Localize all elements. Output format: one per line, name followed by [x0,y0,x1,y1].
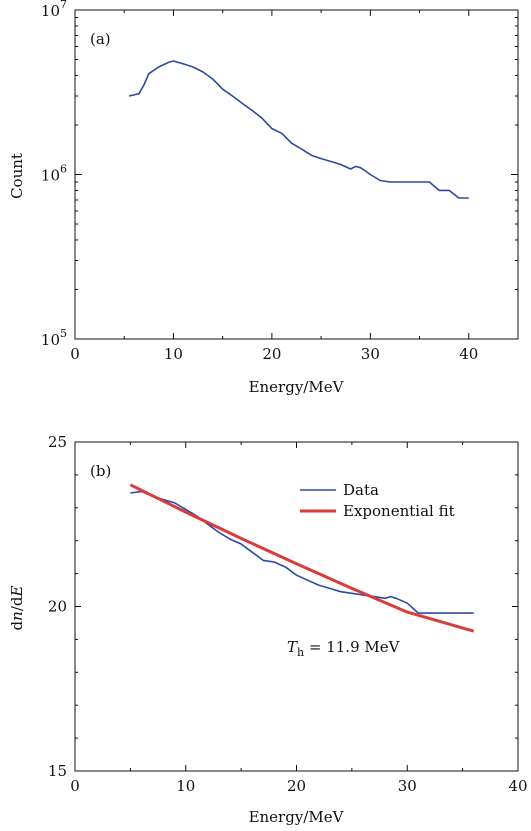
legend: Data Exponential fit [300,481,455,520]
ylabel-part: /d [8,596,26,611]
x-tick-label: 10 [164,345,183,363]
x-tick-label: 40 [508,777,527,795]
y-tick-label: 20 [48,598,67,616]
panel-a-series [128,60,469,199]
panel-a-tag: (a) [90,30,111,48]
panel-b-series [129,483,475,633]
y-tick-label: 107 [41,0,67,20]
y-tick-label: 105 [41,327,67,349]
panel-b-x-axis-label: Energy/MeV [249,808,345,826]
x-tick-label: 0 [70,345,80,363]
annotation-value: = 11.9 MeV [304,638,401,656]
panel-b-ticks: 0 10 20 30 40 15 20 25 [48,433,528,795]
panel-a-ticks: 0 10 20 30 40 105 106 107 [41,0,518,363]
y-tick-label: 25 [48,433,67,451]
fit-line [129,483,475,633]
x-tick-label: 0 [70,777,80,795]
panel-a-x-axis-label: Energy/MeV [249,378,345,396]
series-line [130,490,474,614]
x-tick-label: 40 [459,345,478,363]
x-tick-label: 20 [287,777,306,795]
legend-label-fit: Exponential fit [343,502,455,520]
panel-a-y-axis-label: Count [8,153,26,199]
y-tick-label: 15 [48,762,67,780]
x-tick-label: 30 [398,777,417,795]
panel-b-tag: (b) [90,462,111,480]
series-line [128,60,469,199]
legend-label-data: Data [343,481,379,499]
x-tick-label: 30 [361,345,380,363]
ylabel-part: E [8,586,26,598]
panel-a: (a) Energy/MeV Count 0 10 20 30 40 105 106 107 [8,0,519,396]
panel-b-y-axis-label: dn/dE [8,586,26,631]
annotation-symbol: T [287,638,298,656]
panel-b: (b) Energy/MeV dn/dE 0 10 20 30 40 15 20 25 Dat… [8,433,528,826]
panel-a-frame [74,9,519,340]
temperature-annotation: Th = 11.9 MeV [287,638,401,659]
annotation-subscript: h [297,646,304,659]
y-tick-label: 106 [41,163,67,185]
ylabel-part: n [8,611,26,621]
x-tick-label: 10 [176,777,195,795]
ylabel-part: d [8,620,26,630]
x-tick-label: 20 [262,345,281,363]
